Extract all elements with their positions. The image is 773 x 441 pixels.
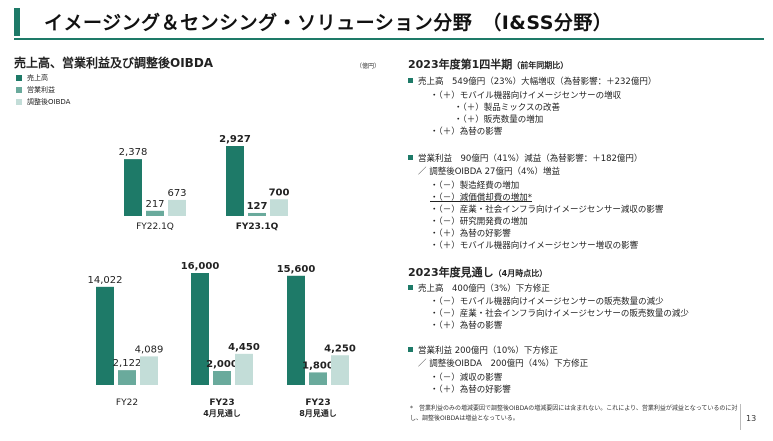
legend: 売上高 営業利益 調整後OIBDA — [16, 72, 70, 108]
legend-item-oibda: 調整後OIBDA — [16, 96, 70, 108]
category-label: FY22 — [116, 398, 138, 408]
legend-label-op: 営業利益 — [27, 86, 55, 94]
q1-op-item: ・（－）産業・社会インフラ向けイメージセンサー減収の影響 — [430, 205, 664, 215]
category-label: 4月見通し — [203, 408, 241, 418]
bar-value-label: 217 — [145, 199, 164, 210]
q1-heading-text: 2023年度第1四半期 — [408, 58, 513, 71]
category-label: FY23.1Q — [236, 222, 279, 232]
category-label: FY22.1Q — [136, 222, 174, 232]
q1-sales-text: 売上高 549億円（23%）大幅増収（為替影響：＋232億円） — [418, 77, 657, 87]
bar-value-label: 4,089 — [135, 344, 164, 355]
legend-label-oibda: 調整後OIBDA — [27, 98, 71, 106]
title-rule — [14, 38, 764, 40]
unit-label: （億円） — [356, 63, 381, 70]
bar-value-label: 2,122 — [113, 358, 142, 369]
q1-sales-line: 売上高 549億円（23%）大幅増収（為替影響：＋232億円） — [408, 75, 656, 87]
bar-value-label: 14,022 — [88, 275, 123, 286]
bar-value-label: 2,378 — [119, 147, 148, 158]
bar-sales — [124, 159, 142, 216]
legend-swatch-sales — [16, 75, 22, 81]
bar-value-label: 15,600 — [277, 264, 316, 275]
bar-op — [146, 210, 164, 216]
fy-sales-text: 売上高 400億円（3%）下方修正 — [418, 284, 550, 294]
category-label: FY23 — [209, 398, 234, 408]
bar-oibda — [331, 355, 349, 385]
page-divider — [740, 404, 741, 430]
fy-op-item: ・（－）減収の影響 — [430, 373, 503, 383]
q1-sales-item: ・（＋）モバイル機器向けイメージセンサーの増収 — [430, 91, 622, 101]
fy-sales-item: ・（＋）為替の影響 — [430, 321, 503, 331]
bar-sales — [96, 286, 114, 385]
fy-op-item: ・（＋）為替の好影響 — [430, 385, 511, 395]
bar-oibda — [235, 353, 253, 385]
bar-op — [118, 370, 136, 385]
bar-oibda — [168, 199, 186, 216]
bullet-icon — [408, 78, 413, 83]
bar-value-label: 673 — [167, 188, 186, 199]
legend-swatch-oibda — [16, 99, 22, 105]
bar-sales — [191, 273, 209, 385]
legend-item-sales: 売上高 — [16, 72, 70, 84]
category-label: FY23 — [305, 398, 330, 408]
legend-label-sales: 売上高 — [27, 74, 48, 82]
q1-op-item: ・（＋）モバイル機器向けイメージセンサー増収の影響 — [430, 241, 639, 251]
page-title: イメージング＆センシング・ソリューション分野 （I&SS分野） — [44, 12, 613, 34]
fy-heading: 2023年度見通し（4月時点比） — [408, 264, 547, 280]
bar-value-label: 4,250 — [324, 343, 356, 354]
page-number: 13 — [746, 414, 757, 423]
bar-op — [213, 371, 231, 385]
q1-op-item-text: ・（－）減価償却費の増加* — [430, 193, 533, 203]
q1-op-line: 営業利益 90億円（41%）減益（為替影響：＋182億円） — [408, 152, 642, 164]
bar-sales — [287, 275, 305, 385]
bar-value-label: 4,450 — [228, 342, 260, 353]
q1-op-item: ・（－）研究開発費の増加 — [430, 217, 528, 227]
bullet-icon — [408, 155, 413, 160]
bullet-icon — [408, 285, 413, 290]
q1-heading: 2023年度第1四半期（前年同期比） — [408, 56, 568, 72]
bar-oibda — [270, 199, 288, 216]
fy-oibda-line: ／ 調整後OIBDA 200億円（4%）下方修正 — [418, 359, 589, 369]
title-bar: イメージング＆センシング・ソリューション分野 （I&SS分野） — [0, 0, 773, 44]
bar-value-label: 127 — [247, 201, 268, 212]
fy-sales-item: ・（－）産業・社会インフラ向けイメージセンサーの販売数量の減少 — [430, 309, 689, 319]
footnote: * 営業利益のみの増減要因で調整後OIBDAの増減要因には含まれない。これにより… — [410, 405, 738, 422]
q1-op-item: ・（＋）為替の好影響 — [430, 229, 511, 239]
title-accent — [14, 8, 20, 36]
q1-op-text: 営業利益 90億円（41%）減益（為替影響：＋182億円） — [418, 154, 643, 164]
bar-value-label: 2,000 — [206, 359, 238, 370]
bar-sales — [226, 146, 244, 216]
bar-value-label: 700 — [269, 187, 290, 198]
bar-value-label: 16,000 — [181, 261, 220, 272]
q1-heading-sub: （前年同期比） — [512, 61, 569, 70]
legend-item-op: 営業利益 — [16, 84, 70, 96]
q1-oibda-line: ／ 調整後OIBDA 27億円（4%）増益 — [418, 167, 560, 177]
fy-sales-line: 売上高 400億円（3%）下方修正 — [408, 282, 550, 294]
fy-op-text: 営業利益 200億円（10%）下方修正 — [418, 346, 558, 356]
chart-heading: 売上高、営業利益及び調整後OIBDA — [14, 56, 214, 70]
bullet-icon — [408, 347, 413, 352]
bar-oibda — [140, 356, 158, 385]
legend-swatch-op — [16, 87, 22, 93]
fy-heading-sub: （4月時点比） — [493, 269, 548, 278]
category-label: 8月見通し — [299, 408, 337, 418]
bar-value-label: 2,927 — [219, 134, 251, 145]
bar-op — [309, 372, 327, 385]
q1-sales-item: ・（＋）製品ミックスの改善 — [454, 103, 560, 113]
q1-op-item: ・（－）製造経費の増加 — [430, 181, 520, 191]
q1-sales-item: ・（＋）販売数量の増加 — [454, 115, 544, 125]
bar-value-label: 1,800 — [302, 360, 334, 371]
chart-1: 14,022 2,122 4,089 FY22 16,000 2,000 4,450 FY23… — [88, 261, 356, 418]
fy-op-line: 営業利益 200億円（10%）下方修正 — [408, 344, 558, 356]
q1-sales-item: ・（＋）為替の影響 — [430, 127, 503, 137]
bar-op — [248, 212, 266, 216]
q1-op-item-underlined: ・（－）減価償却費の増加* — [430, 191, 532, 203]
fy-sales-item: ・（－）モバイル機器向けイメージセンサーの販売数量の減少 — [430, 297, 664, 307]
fy-heading-text: 2023年度見通し — [408, 266, 494, 279]
